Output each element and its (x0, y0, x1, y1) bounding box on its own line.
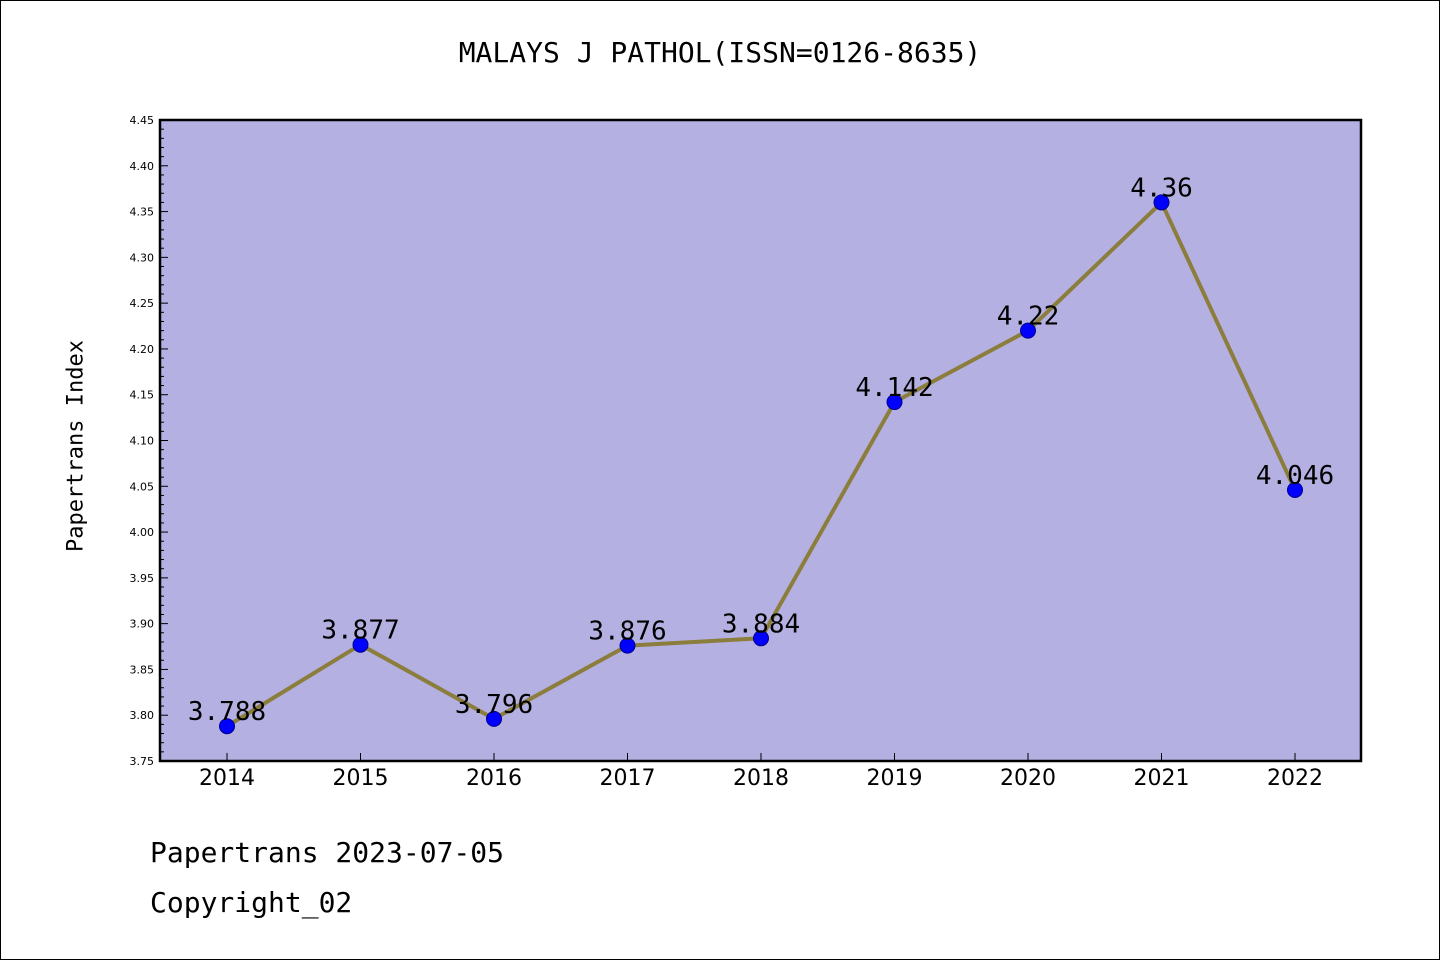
data-label: 4.36 (1130, 173, 1193, 203)
data-label: 3.884 (722, 609, 800, 639)
data-point (352, 636, 369, 653)
data-point (1153, 194, 1170, 211)
y-tick-label: 4.20 (130, 343, 155, 356)
x-tick-label: 2021 (1134, 766, 1190, 791)
y-tick-label: 3.75 (130, 755, 155, 768)
x-tick-label: 2017 (600, 766, 656, 791)
data-label: 4.142 (855, 373, 933, 403)
x-tick-label: 2019 (867, 766, 923, 791)
data-point (619, 637, 636, 654)
data-point (486, 710, 502, 727)
x-tick-label: 2015 (333, 766, 389, 791)
x-tick-label: 2018 (733, 766, 789, 791)
data-point (1287, 481, 1303, 498)
data-label: 4.046 (1256, 461, 1334, 491)
data-label: 3.796 (455, 690, 533, 720)
footer-copyright: Copyright_02 (150, 886, 353, 919)
x-tick-label: 2014 (199, 766, 255, 791)
y-tick-label: 4.15 (130, 389, 155, 402)
y-tick-label: 4.45 (130, 114, 155, 127)
data-label: 3.788 (188, 697, 266, 727)
plot-area (160, 120, 1361, 761)
x-tick-label: 2016 (466, 766, 522, 791)
footer-date: Papertrans 2023-07-05 (150, 836, 505, 869)
y-tick-label: 4.40 (130, 160, 155, 173)
data-point (886, 394, 903, 411)
data-point (219, 718, 235, 735)
y-tick-label: 4.00 (130, 526, 155, 539)
y-tick-label: 4.05 (130, 480, 155, 493)
y-tick-label: 3.95 (130, 572, 155, 585)
plot-border (158, 118, 1363, 763)
y-tick-label: 4.10 (130, 435, 155, 448)
data-point (753, 630, 769, 647)
data-point (1020, 322, 1036, 339)
x-tick-label: 2020 (1000, 766, 1056, 791)
data-label: 4.22 (997, 302, 1060, 332)
x-tick-label: 2022 (1267, 766, 1323, 791)
y-tick-label: 3.80 (130, 709, 155, 722)
y-tick-label: 3.85 (130, 663, 155, 676)
data-label: 3.877 (321, 616, 399, 646)
y-tick-label: 3.90 (130, 618, 155, 631)
chart-title: MALAYS J PATHOL(ISSN=0126-8635) (458, 36, 982, 69)
data-label: 3.876 (588, 617, 666, 647)
y-tick-label: 4.35 (130, 206, 155, 219)
y-tick-label: 4.30 (130, 251, 155, 264)
y-tick-label: 4.25 (130, 297, 155, 310)
